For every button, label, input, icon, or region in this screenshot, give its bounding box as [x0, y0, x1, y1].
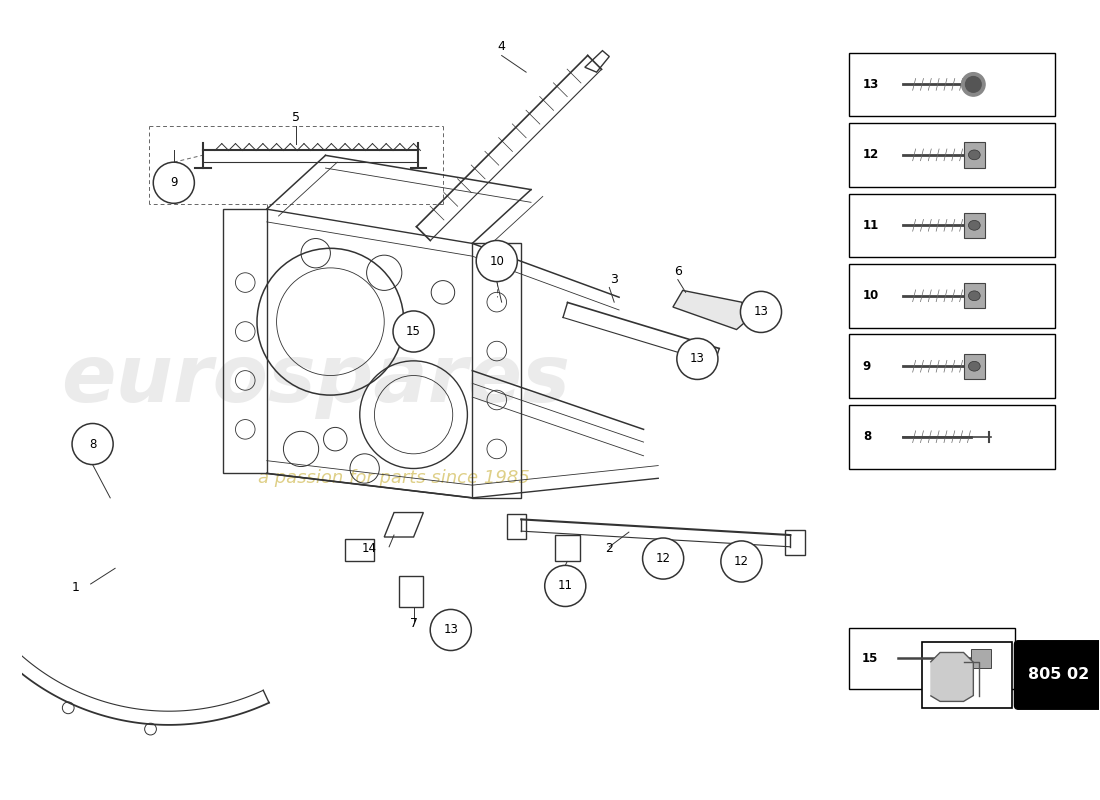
Circle shape — [961, 73, 986, 96]
Text: 9: 9 — [862, 360, 871, 373]
Ellipse shape — [968, 221, 980, 230]
FancyBboxPatch shape — [849, 628, 1015, 689]
Circle shape — [72, 423, 113, 465]
FancyBboxPatch shape — [964, 283, 986, 309]
Ellipse shape — [968, 150, 980, 160]
FancyBboxPatch shape — [964, 354, 986, 379]
Text: 13: 13 — [690, 352, 705, 366]
Text: 13: 13 — [862, 78, 879, 91]
FancyBboxPatch shape — [849, 334, 1055, 398]
Text: 11: 11 — [862, 219, 879, 232]
FancyBboxPatch shape — [849, 194, 1055, 257]
Text: 7: 7 — [409, 617, 418, 630]
Text: 2: 2 — [605, 542, 613, 554]
FancyBboxPatch shape — [971, 649, 991, 668]
Text: 10: 10 — [490, 254, 504, 267]
Text: 14: 14 — [362, 542, 377, 554]
Text: 12: 12 — [656, 552, 671, 565]
Text: a passion for parts since 1985: a passion for parts since 1985 — [258, 470, 530, 487]
FancyBboxPatch shape — [849, 123, 1055, 186]
Circle shape — [966, 77, 981, 92]
Text: 3: 3 — [610, 273, 618, 286]
Text: 8: 8 — [89, 438, 97, 450]
Ellipse shape — [968, 362, 980, 371]
Text: 11: 11 — [558, 579, 573, 593]
Circle shape — [476, 241, 517, 282]
Polygon shape — [673, 290, 751, 330]
Ellipse shape — [968, 291, 980, 301]
Text: 15: 15 — [406, 325, 421, 338]
FancyBboxPatch shape — [849, 264, 1055, 327]
Text: 5: 5 — [293, 111, 300, 124]
Text: 15: 15 — [861, 652, 878, 665]
Text: 805 02: 805 02 — [1027, 667, 1089, 682]
Text: 4: 4 — [497, 40, 506, 53]
FancyBboxPatch shape — [964, 142, 986, 167]
Text: 10: 10 — [862, 290, 879, 302]
Text: 12: 12 — [862, 148, 879, 162]
Text: 6: 6 — [674, 265, 682, 278]
FancyBboxPatch shape — [849, 405, 1055, 469]
FancyBboxPatch shape — [1014, 641, 1100, 710]
FancyBboxPatch shape — [964, 213, 986, 238]
Circle shape — [544, 566, 586, 606]
Text: 13: 13 — [443, 623, 459, 637]
Text: 8: 8 — [862, 430, 871, 443]
Text: 12: 12 — [734, 555, 749, 568]
Circle shape — [153, 162, 195, 203]
Text: 9: 9 — [170, 176, 177, 190]
Circle shape — [430, 610, 471, 650]
Polygon shape — [931, 653, 974, 702]
Circle shape — [740, 291, 781, 333]
Text: 1: 1 — [72, 581, 80, 594]
Circle shape — [642, 538, 684, 579]
Circle shape — [676, 338, 718, 379]
Circle shape — [393, 311, 434, 352]
Text: eurospares: eurospares — [62, 342, 570, 419]
FancyBboxPatch shape — [849, 53, 1055, 116]
Circle shape — [720, 541, 762, 582]
Text: 13: 13 — [754, 306, 769, 318]
FancyBboxPatch shape — [923, 642, 1012, 708]
